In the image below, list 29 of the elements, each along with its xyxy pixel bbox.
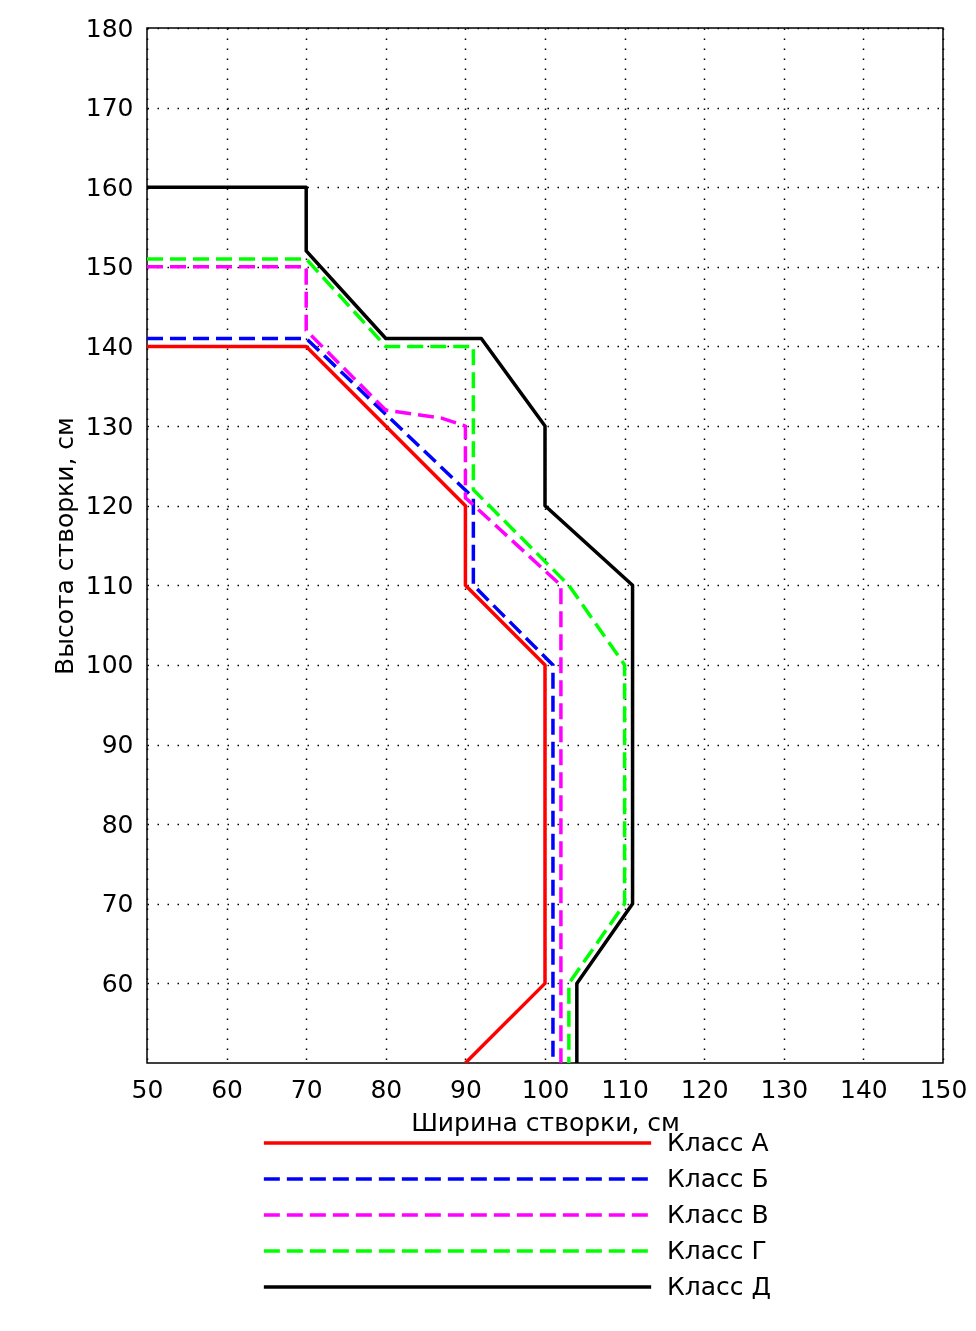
y-tick-label: 160 xyxy=(85,172,134,202)
x-tick-label: 110 xyxy=(601,1074,649,1104)
text: Класс Д xyxy=(667,1272,772,1301)
x-tick-label: 90 xyxy=(449,1074,482,1104)
y-tick-label: 180 xyxy=(85,13,134,43)
y-tick-label: 90 xyxy=(101,730,134,760)
x-tick-label: 60 xyxy=(211,1074,244,1104)
x-tick-label: 130 xyxy=(760,1074,809,1104)
x-tick-label: 70 xyxy=(290,1074,323,1104)
x-tick-label: 150 xyxy=(919,1074,968,1104)
y-tick-label: 100 xyxy=(85,650,134,680)
y-axis-title: Высота створки, см xyxy=(49,417,79,675)
x-tick-label: 80 xyxy=(370,1074,403,1104)
x-tick-label: 100 xyxy=(521,1074,570,1104)
text: Класс Б xyxy=(667,1164,769,1193)
y-tick-label: 140 xyxy=(85,331,134,361)
y-tick-label: 60 xyxy=(101,968,134,998)
y-tick-label: 80 xyxy=(101,809,134,839)
x-tick-label: 50 xyxy=(131,1074,164,1104)
text: Класс В xyxy=(667,1200,769,1229)
x-tick-label: 140 xyxy=(840,1074,888,1104)
x-tick-label: 120 xyxy=(680,1074,729,1104)
y-tick-label: 150 xyxy=(85,252,134,282)
y-tick-label: 170 xyxy=(85,93,134,123)
y-tick-label: 130 xyxy=(85,411,134,441)
y-tick-label: 110 xyxy=(85,570,134,600)
text: Класс Г xyxy=(667,1236,767,1265)
y-tick-label: 70 xyxy=(101,889,134,919)
y-tick-label: 120 xyxy=(85,491,134,521)
